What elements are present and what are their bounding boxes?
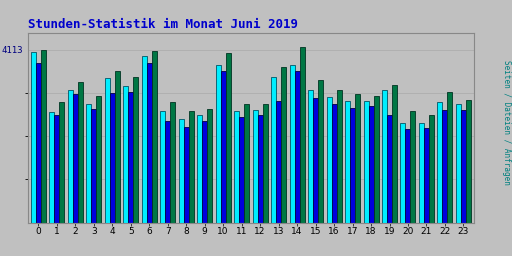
Bar	[170, 102, 175, 223]
Bar	[165, 121, 170, 223]
Bar	[332, 104, 336, 223]
Bar	[234, 111, 239, 223]
Bar	[429, 114, 434, 223]
Bar	[184, 127, 189, 223]
Bar	[419, 123, 424, 223]
Bar	[318, 80, 323, 223]
Bar	[36, 63, 41, 223]
Bar	[87, 104, 91, 223]
Bar	[336, 90, 342, 223]
Bar	[447, 92, 453, 223]
Text: Stunden-Statistik im Monat Juni 2019: Stunden-Statistik im Monat Juni 2019	[28, 18, 298, 31]
Bar	[49, 112, 54, 223]
Bar	[207, 109, 212, 223]
Bar	[147, 63, 152, 223]
Bar	[133, 78, 138, 223]
Bar	[160, 111, 165, 223]
Bar	[59, 102, 65, 223]
Bar	[41, 50, 46, 223]
Bar	[123, 86, 128, 223]
Bar	[308, 90, 313, 223]
Bar	[406, 129, 411, 223]
Bar	[392, 86, 397, 223]
Bar	[290, 65, 294, 223]
Bar	[424, 127, 429, 223]
Bar	[442, 110, 447, 223]
Bar	[258, 115, 263, 223]
Bar	[202, 121, 207, 223]
Bar	[73, 94, 78, 223]
Bar	[300, 47, 305, 223]
Bar	[350, 108, 355, 223]
Bar	[179, 119, 184, 223]
Bar	[382, 90, 387, 223]
Bar	[244, 104, 249, 223]
Bar	[197, 115, 202, 223]
Bar	[91, 109, 96, 223]
Bar	[466, 100, 471, 223]
Bar	[456, 104, 461, 223]
Bar	[105, 78, 110, 223]
Bar	[327, 97, 332, 223]
Bar	[411, 111, 415, 223]
Bar	[437, 102, 442, 223]
Bar	[345, 101, 350, 223]
Bar	[271, 78, 276, 223]
Bar	[226, 54, 230, 223]
Bar	[263, 104, 268, 223]
Bar	[152, 51, 157, 223]
Bar	[128, 92, 133, 223]
Bar	[387, 114, 392, 223]
Bar	[78, 82, 83, 223]
Bar	[216, 65, 221, 223]
Bar	[96, 97, 101, 223]
Bar	[54, 115, 59, 223]
Bar	[294, 71, 300, 223]
Bar	[281, 67, 286, 223]
Bar	[355, 94, 360, 223]
Bar	[252, 110, 258, 223]
Bar	[31, 52, 36, 223]
Bar	[461, 110, 466, 223]
Bar	[313, 98, 318, 223]
Bar	[400, 123, 406, 223]
Bar	[239, 117, 244, 223]
Bar	[68, 90, 73, 223]
Bar	[142, 56, 147, 223]
Bar	[374, 95, 378, 223]
Bar	[369, 106, 374, 223]
Bar	[189, 111, 194, 223]
Bar	[110, 93, 115, 223]
Bar	[364, 101, 369, 223]
Bar	[276, 101, 281, 223]
Bar	[115, 71, 120, 223]
Bar	[221, 71, 226, 223]
Text: Seiten / Dateien / Anfragen: Seiten / Dateien / Anfragen	[502, 60, 511, 185]
